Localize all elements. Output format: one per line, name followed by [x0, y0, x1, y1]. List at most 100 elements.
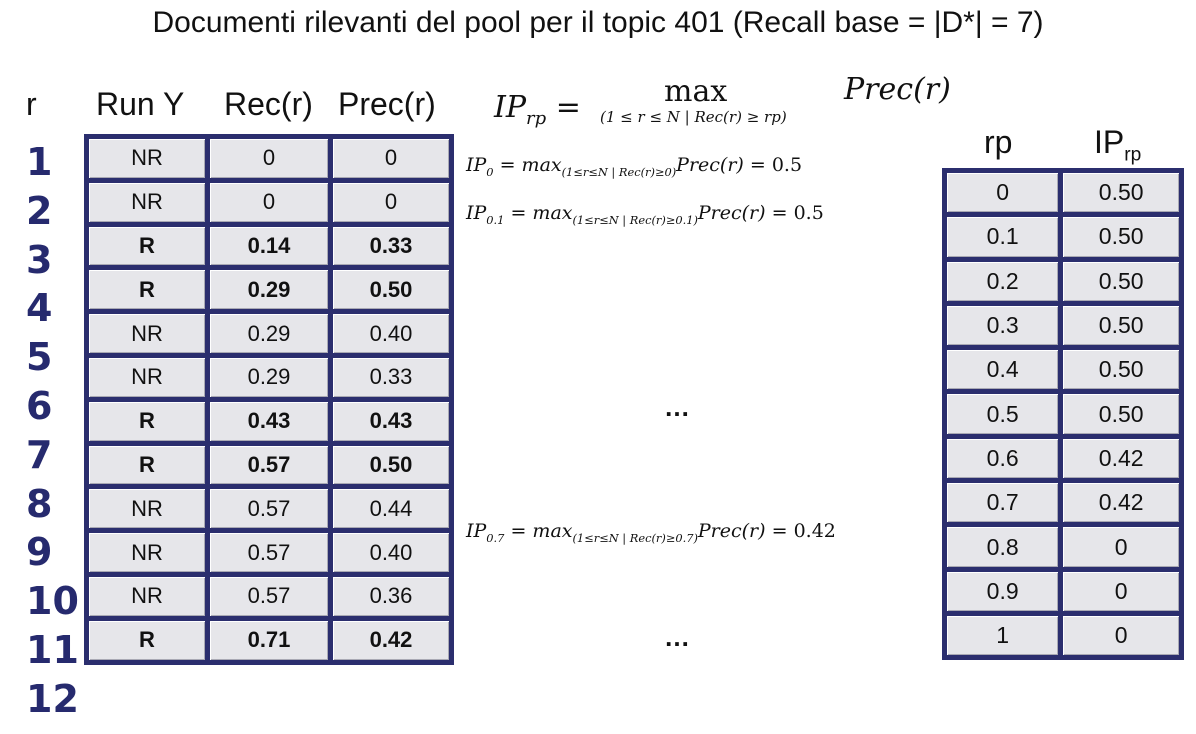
rp-cell: 1 [941, 610, 1064, 661]
precision-cell: 0.36 [328, 571, 454, 621]
judgment-cell: R [84, 440, 210, 490]
equation-ip0-7: IP0.7 = max(1≤r≤N | Rec(r)≥0.7)Prec(r) =… [466, 520, 836, 545]
judgment-cell: NR [84, 484, 210, 534]
precision-cell: 0.43 [328, 396, 454, 446]
table-row: R 0.57 0.50 [84, 440, 454, 490]
ip-cell: 0.42 [1058, 478, 1184, 528]
table-row: 0.6 0.42 [941, 433, 1184, 484]
recall-cell: 0 [205, 134, 333, 183]
ip-cell: 0.50 [1058, 300, 1184, 351]
ellipsis-bottom: … [664, 622, 692, 652]
rp-cell: 0.8 [941, 522, 1064, 572]
table-row: R 0.14 0.33 [84, 221, 454, 271]
rank-number: 7 [26, 432, 53, 477]
table-row: NR 0 0 [84, 177, 454, 227]
rank-number: 2 [26, 188, 53, 233]
table-row: NR 0.57 0.44 [84, 484, 454, 534]
rank-number: 3 [26, 237, 53, 282]
precision-cell: 0.42 [328, 615, 454, 665]
rp-cell: 0.4 [941, 345, 1064, 395]
ip-cell: 0.50 [1058, 212, 1184, 262]
rank-number: 5 [26, 335, 53, 380]
recall-cell: 0.29 [205, 265, 333, 315]
table-row: 0.2 0.50 [941, 256, 1184, 306]
rank-number: 1 [26, 140, 53, 184]
precision-cell: 0.33 [328, 221, 454, 271]
equation-ip0: IP0 = max(1≤r≤N | Rec(r)≥0)Prec(r) = 0.5 [466, 154, 803, 179]
rank-number: 10 [26, 579, 79, 624]
table-row: R 0.29 0.50 [84, 265, 454, 315]
recall-header: Rec(r) [224, 86, 313, 122]
ip-cell: 0 [1058, 522, 1184, 572]
precision-cell: 0.50 [328, 440, 454, 490]
judgment-cell: NR [84, 177, 210, 227]
table-row: R 0.43 0.43 [84, 396, 454, 446]
recall-cell: 0.57 [205, 571, 333, 621]
rank-number: 9 [26, 530, 53, 575]
rp-cell: 0.1 [941, 212, 1064, 262]
recall-cell: 0.43 [205, 396, 333, 446]
rank-number: 12 [26, 676, 79, 721]
recall-cell: 0.57 [205, 528, 333, 577]
ip-cell: 0.50 [1058, 167, 1184, 218]
rank-number: 4 [26, 286, 53, 331]
ip-cell: 0.50 [1058, 256, 1184, 306]
recall-cell: 0.57 [205, 440, 333, 490]
interpolated-precision-table: 0 0.50 0.1 0.50 0.2 0.50 0.3 0.50 0.4 0.50 0.5 0.50… [941, 167, 1184, 661]
precision-cell: 0.40 [328, 309, 454, 358]
ip-cell: 0 [1058, 610, 1184, 661]
ip-cell: 0.50 [1058, 345, 1184, 395]
table-row: 0.1 0.50 [941, 212, 1184, 262]
rp-header: rp [984, 124, 1013, 160]
table-row: 0.5 0.50 [941, 389, 1184, 439]
table-row: NR 0.29 0.40 [84, 309, 454, 358]
recall-cell: 0.29 [205, 309, 333, 358]
rp-cell: 0.7 [941, 478, 1064, 528]
recall-cell: 0.71 [205, 615, 333, 665]
ip-cell: 0 [1058, 566, 1184, 616]
rank-number: 6 [26, 383, 53, 428]
ip-header: IPrp [1094, 124, 1142, 166]
precision-cell: 0.33 [328, 352, 454, 402]
judgment-cell: NR [84, 309, 210, 358]
judgment-cell: NR [84, 528, 210, 577]
run-header: Run Y [96, 86, 185, 122]
run-table: NR 0 0 NR 0 0 R 0.14 0.33 R 0.29 0.50 NR 0.29 0.40 NR 0.… [84, 134, 454, 665]
ip-cell: 0.42 [1058, 433, 1184, 484]
rank-number: 8 [26, 481, 53, 526]
ip-cell: 0.50 [1058, 389, 1184, 439]
rp-cell: 0 [941, 167, 1064, 218]
judgment-cell: R [84, 265, 210, 315]
precision-cell: 0.40 [328, 528, 454, 577]
table-row: 0.4 0.50 [941, 345, 1184, 395]
rp-cell: 0.3 [941, 300, 1064, 351]
slide-title: Documenti rilevanti del pool per il topi… [152, 6, 1044, 39]
table-row: 0.7 0.42 [941, 478, 1184, 528]
recall-cell: 0.14 [205, 221, 333, 271]
recall-cell: 0.29 [205, 352, 333, 402]
judgment-cell: R [84, 396, 210, 446]
precision-header: Prec(r) [338, 86, 436, 122]
judgment-cell: R [84, 615, 210, 665]
judgment-cell: NR [84, 571, 210, 621]
table-row: NR 0.29 0.33 [84, 352, 454, 402]
rank-number: 11 [26, 627, 79, 672]
rp-cell: 0.9 [941, 566, 1064, 616]
precision-cell: 0 [328, 134, 454, 183]
table-row: 0.8 0 [941, 522, 1184, 572]
recall-cell: 0 [205, 177, 333, 227]
equation-ip0-1: IP0.1 = max(1≤r≤N | Rec(r)≥0.1)Prec(r) =… [466, 202, 824, 227]
rp-cell: 0.2 [941, 256, 1064, 306]
table-row: NR 0 0 [84, 134, 454, 183]
table-row: NR 0.57 0.36 [84, 571, 454, 621]
rank-header: r [26, 86, 37, 122]
table-row: 0.9 0 [941, 566, 1184, 616]
judgment-cell: NR [84, 134, 210, 183]
judgment-cell: R [84, 221, 210, 271]
table-row: NR 0.57 0.40 [84, 528, 454, 577]
ellipsis-top: … [664, 392, 692, 422]
table-row: 0.3 0.50 [941, 300, 1184, 351]
precision-cell: 0.44 [328, 484, 454, 534]
rp-cell: 0.6 [941, 433, 1064, 484]
